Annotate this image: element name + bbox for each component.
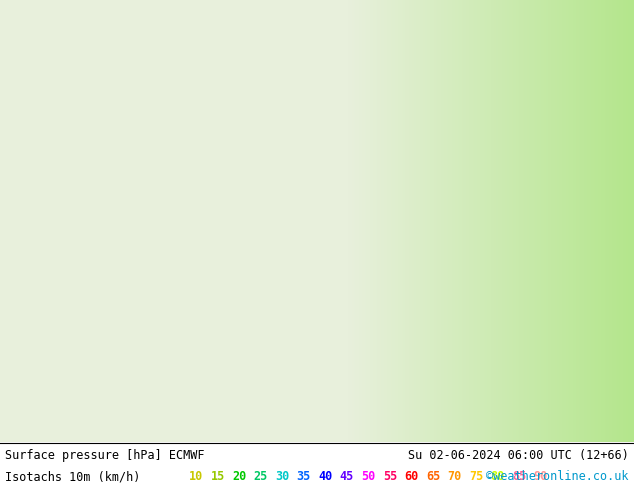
- Text: 15: 15: [210, 470, 224, 483]
- Text: 85: 85: [512, 470, 526, 483]
- Text: 40: 40: [318, 470, 332, 483]
- Text: Isotachs 10m (km/h): Isotachs 10m (km/h): [5, 470, 141, 483]
- Text: ©weatheronline.co.uk: ©weatheronline.co.uk: [486, 470, 629, 483]
- Text: 20: 20: [232, 470, 246, 483]
- Text: 60: 60: [404, 470, 418, 483]
- Text: 70: 70: [448, 470, 462, 483]
- Text: 55: 55: [383, 470, 397, 483]
- Text: 45: 45: [340, 470, 354, 483]
- Text: 75: 75: [469, 470, 483, 483]
- Text: 65: 65: [426, 470, 440, 483]
- Text: Surface pressure [hPa] ECMWF: Surface pressure [hPa] ECMWF: [5, 449, 205, 462]
- Text: 30: 30: [275, 470, 289, 483]
- Text: 10: 10: [189, 470, 203, 483]
- Text: Su 02-06-2024 06:00 UTC (12+66): Su 02-06-2024 06:00 UTC (12+66): [408, 449, 629, 462]
- Text: 90: 90: [534, 470, 548, 483]
- Text: 50: 50: [361, 470, 375, 483]
- Text: 80: 80: [491, 470, 505, 483]
- Text: 25: 25: [254, 470, 268, 483]
- Text: 35: 35: [297, 470, 311, 483]
